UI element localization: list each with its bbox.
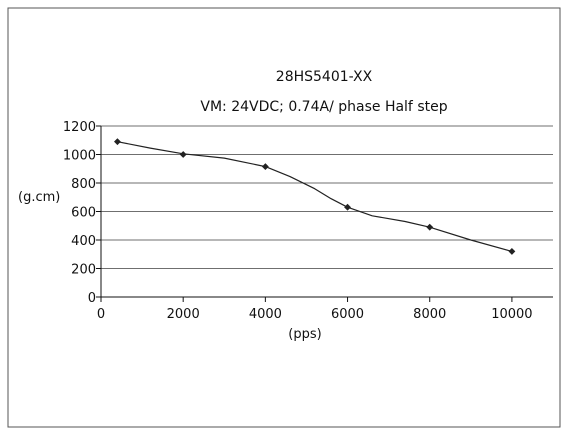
y-tick-label: 800 — [71, 177, 96, 192]
x-tick-label: 8000 — [413, 307, 446, 322]
x-tick-label: 0 — [97, 307, 105, 322]
x-tick-label: 2000 — [167, 307, 200, 322]
x-axis-label: (pps) — [288, 327, 321, 342]
data-point — [344, 203, 351, 211]
data-point — [426, 223, 434, 231]
data-point — [114, 138, 121, 146]
y-tick-label: 400 — [71, 234, 96, 249]
y-tick-label: 600 — [71, 206, 96, 221]
data-point — [179, 151, 187, 158]
chart-subtitle: VM: 24VDC; 0.74A/ phase Half step — [200, 99, 447, 115]
chart-title: 28HS5401-XX — [276, 69, 373, 85]
y-tick-label: 200 — [71, 263, 96, 278]
outer-border — [7, 7, 561, 428]
series-line — [116, 141, 513, 252]
x-tick-label: 10000 — [491, 307, 532, 322]
x-tick-label: 4000 — [249, 307, 282, 322]
data-point — [261, 163, 269, 171]
y-axis-label: (g.cm) — [18, 190, 60, 205]
data-point — [508, 247, 516, 255]
y-tick-label: 0 — [88, 291, 96, 306]
x-tick-label: 6000 — [331, 307, 364, 322]
y-tick-label: 1000 — [63, 149, 96, 164]
y-tick-label: 1200 — [63, 120, 96, 135]
